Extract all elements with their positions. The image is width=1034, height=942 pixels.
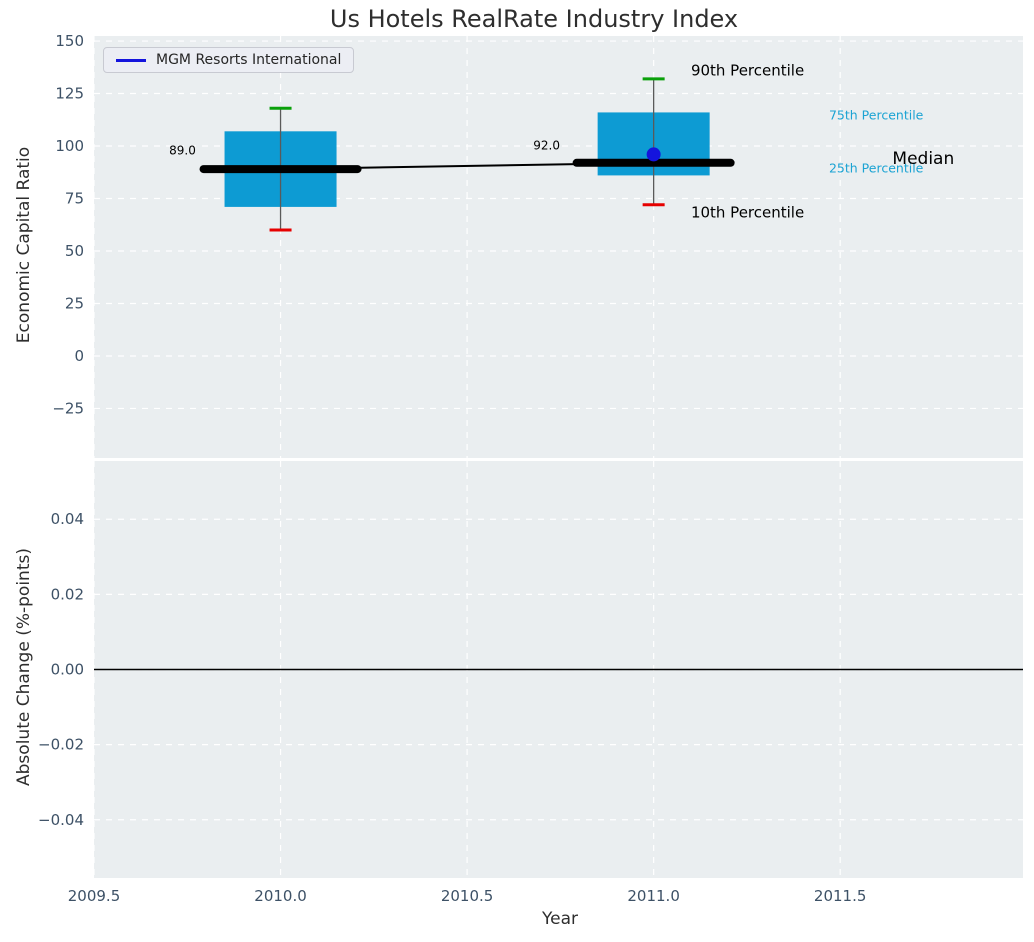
panel-background-economic-capital-ratio — [94, 36, 1023, 458]
annotation-p10-label: 10th Percentile — [691, 203, 804, 221]
x-tick-label: 2011.0 — [627, 887, 680, 905]
y-tick-label: −0.02 — [38, 736, 84, 754]
legend: MGM Resorts International — [103, 47, 355, 73]
y-tick-label: 0.04 — [51, 510, 84, 528]
x-tick-label: 2010.0 — [254, 887, 307, 905]
y-tick-label: 150 — [55, 32, 84, 50]
y-axis-label-bottom: Absolute Change (%-points) — [14, 548, 34, 786]
annotation-median-2011-value: 92.0 — [533, 138, 560, 152]
annotation-p25-label: 25th Percentile — [829, 161, 924, 176]
y-tick-label: −0.04 — [38, 811, 84, 829]
x-tick-label: 2009.5 — [68, 887, 121, 905]
y-tick-label: 50 — [65, 242, 84, 260]
company-point — [646, 147, 661, 162]
y-tick-label: 0.02 — [51, 585, 84, 603]
legend-line-swatch — [116, 58, 146, 62]
annotation-p75-label: 75th Percentile — [829, 107, 924, 122]
chart-title: Us Hotels RealRate Industry Index — [329, 5, 739, 33]
x-tick-label: 2011.5 — [814, 887, 867, 905]
y-tick-label: 25 — [65, 294, 84, 312]
x-axis-label: Year — [542, 909, 578, 929]
y-tick-label: 0 — [74, 347, 84, 365]
x-tick-label: 2010.5 — [441, 887, 494, 905]
y-tick-label: 125 — [55, 85, 84, 103]
legend-label: MGM Resorts International — [156, 52, 342, 68]
y-tick-label: 75 — [65, 190, 84, 208]
y-tick-label: 100 — [55, 137, 84, 155]
y-tick-label: −25 — [52, 399, 84, 417]
annotation-median-label: Median — [892, 149, 954, 169]
annotation-median-2010-value: 89.0 — [169, 144, 196, 158]
annotation-p90-label: 90th Percentile — [691, 61, 804, 79]
y-tick-label: 0.00 — [51, 661, 84, 679]
